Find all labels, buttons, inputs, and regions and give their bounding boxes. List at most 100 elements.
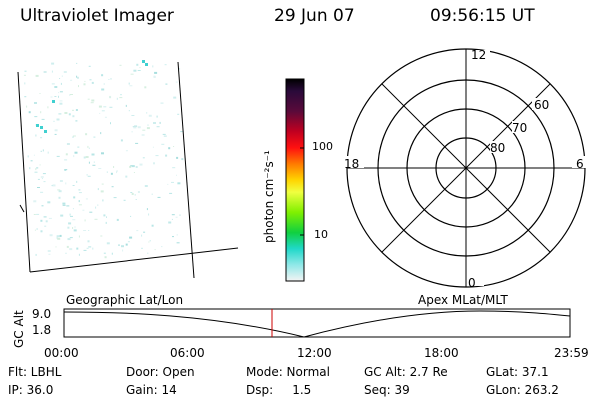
uv-speckle xyxy=(69,213,71,216)
uv-speckle xyxy=(24,96,27,98)
uv-speckle xyxy=(162,133,166,135)
uv-speckle xyxy=(78,85,79,88)
uv-speckle xyxy=(27,155,29,158)
uv-speckle xyxy=(78,204,82,206)
uv-speckle xyxy=(156,115,158,118)
uv-speckle xyxy=(137,126,141,129)
timeline-left-title: Geographic Lat/Lon xyxy=(66,293,184,307)
filter-status: Flt: LBHL xyxy=(8,365,62,379)
uv-speckle xyxy=(103,83,105,85)
uv-speckle xyxy=(171,214,175,216)
uv-speckle xyxy=(40,219,43,222)
gc-alt-status: GC Alt: 2.7 Re xyxy=(364,365,448,379)
uv-speckle xyxy=(84,80,86,82)
uv-speckle xyxy=(73,155,75,158)
timeline-xtick-1800: 18:00 xyxy=(424,346,459,360)
uv-speckle xyxy=(176,156,179,159)
uv-speckle xyxy=(130,165,133,167)
uv-speckle xyxy=(167,183,169,185)
uv-speckle xyxy=(33,200,37,203)
uv-speckle xyxy=(67,238,71,241)
uv-speckle xyxy=(87,240,90,243)
uv-speckle xyxy=(34,229,36,231)
uv-speckle xyxy=(61,75,63,77)
uv-speckle xyxy=(100,235,103,237)
dsp-status: Dsp: 1.5 xyxy=(246,383,312,397)
uv-speckle xyxy=(69,94,71,96)
uv-speckle xyxy=(78,200,80,203)
uv-speckle xyxy=(44,225,47,227)
uv-speckle xyxy=(113,166,115,168)
uv-speckle xyxy=(87,98,90,100)
uv-speckle xyxy=(29,167,31,170)
uv-speckle xyxy=(85,156,89,158)
uv-speckle xyxy=(153,162,155,165)
uv-speckle xyxy=(66,245,69,248)
uv-speckle xyxy=(144,185,148,187)
uv-speckle xyxy=(161,143,165,145)
uv-speckle xyxy=(51,70,53,73)
uv-speckle xyxy=(68,222,72,225)
uv-speckle xyxy=(88,230,90,231)
uv-speckle xyxy=(171,218,173,220)
uv-speckle xyxy=(90,102,94,104)
uv-speckle xyxy=(34,171,38,173)
uv-speckle xyxy=(76,180,78,183)
uv-speckle xyxy=(109,95,111,98)
timeline-xtick-0600: 06:00 xyxy=(170,346,205,360)
image-meridian-line xyxy=(177,61,195,279)
uv-speckle xyxy=(110,78,112,80)
uv-speckle xyxy=(142,157,145,159)
uv-speckle xyxy=(176,242,180,244)
uv-speckle xyxy=(157,196,161,198)
uv-speckle xyxy=(42,173,46,175)
uv-speckle xyxy=(136,63,139,66)
uv-speckle xyxy=(40,176,44,178)
uv-speckle xyxy=(133,172,135,173)
uv-speckle xyxy=(120,139,123,142)
time-label: 09:56:15 UT xyxy=(430,6,535,26)
uv-speckle xyxy=(168,147,171,150)
uv-speckle xyxy=(101,110,105,112)
uv-speckle xyxy=(41,205,44,207)
uv-speckle xyxy=(130,215,132,217)
uv-speckle xyxy=(70,94,73,95)
uv-speckle xyxy=(97,204,99,206)
uv-speckle xyxy=(52,184,56,187)
uv-speckle xyxy=(48,253,51,255)
uv-speckle xyxy=(56,235,60,238)
uv-speckle xyxy=(97,188,99,191)
uv-speckle xyxy=(154,249,156,251)
mlt-label-18: 18 xyxy=(344,157,360,171)
uv-speckle xyxy=(59,100,63,102)
uv-speckle xyxy=(83,156,86,159)
uv-speckle xyxy=(173,146,175,147)
uv-speckle xyxy=(62,202,66,205)
colorbar xyxy=(285,78,305,282)
uv-speckle xyxy=(23,74,26,76)
uv-speckle xyxy=(40,230,43,233)
uv-speckle xyxy=(72,208,74,210)
colorbar-tick-100: 100 xyxy=(312,140,333,153)
uv-speckle xyxy=(125,150,128,152)
uv-speckle xyxy=(128,82,130,85)
uv-bright-spot xyxy=(145,63,148,66)
glon-status: GLon: 263.2 xyxy=(486,383,559,397)
uv-speckle xyxy=(88,246,92,248)
uv-speckle xyxy=(98,105,102,108)
seq-status: Seq: 39 xyxy=(364,383,410,397)
polar-diagonal-2 xyxy=(381,83,551,253)
uv-speckle xyxy=(110,172,113,175)
uv-speckle xyxy=(163,135,167,137)
uv-speckle xyxy=(62,204,66,206)
uv-speckle xyxy=(40,111,42,114)
uv-speckle xyxy=(101,152,104,155)
uv-speckle xyxy=(24,70,27,72)
uv-speckle xyxy=(141,234,143,237)
uv-speckle xyxy=(151,224,154,227)
uv-bright-spot xyxy=(40,126,43,129)
uv-bright-spot xyxy=(36,124,39,127)
uv-speckle xyxy=(156,126,160,128)
uv-speckle xyxy=(83,230,87,231)
uv-speckle xyxy=(102,199,104,202)
